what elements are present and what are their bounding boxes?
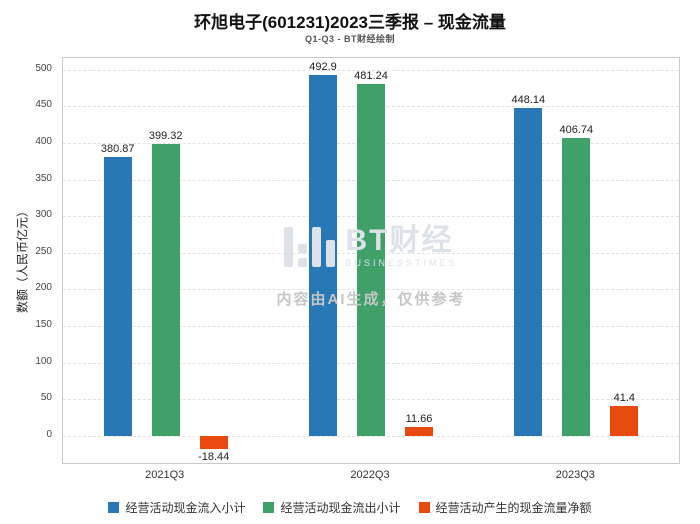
bar-2023Q3-series0 — [514, 107, 543, 436]
y-tick-label: 150 — [35, 319, 52, 330]
bar-value-label: -18.44 — [198, 451, 230, 464]
legend-label: 经营活动现金流出小计 — [280, 501, 401, 515]
y-tick-label: 250 — [35, 245, 52, 257]
y-tick-label: 200 — [35, 282, 52, 294]
y-tick-label: 500 — [35, 62, 52, 74]
x-tick-label: 2022Q3 — [350, 469, 390, 481]
bar-2021Q3-series1 — [151, 143, 180, 436]
bar-value-label: 481.24 — [354, 69, 388, 82]
y-tick-label: 350 — [35, 172, 52, 184]
bar-2023Q3-series2 — [610, 405, 639, 436]
legend-swatch — [108, 502, 120, 513]
bar-2022Q3-series2 — [405, 427, 433, 436]
y-tick-label: 400 — [35, 136, 52, 147]
y-tick-label: 0 — [46, 428, 52, 440]
legend-item: 经营活动产生的现金流量净额 — [418, 499, 592, 516]
x-axis-tick-labels: 2021Q3 2022Q3 2023Q3 — [62, 464, 678, 482]
x-tick-label: 2021Q3 — [145, 469, 185, 481]
y-tick-label: 300 — [35, 209, 52, 221]
legend-label: 经营活动现金流入小计 — [125, 501, 246, 515]
chart-subtitle: Q1-Q3 - BT财经绘制 — [304, 34, 395, 44]
y-tick-label: 100 — [35, 355, 52, 367]
gridline — [63, 435, 679, 437]
bar-2023Q3-series1 — [562, 138, 591, 436]
legend-swatch — [263, 502, 275, 513]
gridline — [63, 69, 679, 71]
bar-2022Q3-series1 — [357, 83, 385, 436]
y-axis-tick-labels: 0 50 100 150 200 250 300 350 400 450 500 — [0, 57, 56, 462]
legend-item: 经营活动现金流入小计 — [108, 499, 245, 516]
bar-value-label: 448.14 — [511, 93, 546, 106]
y-tick-label: 450 — [35, 99, 52, 111]
bar-2021Q3-series0 — [103, 157, 132, 436]
legend-label: 经营活动产生的现金流量净额 — [435, 501, 592, 515]
bar-value-label: 41.4 — [613, 391, 635, 404]
legend: 经营活动现金流入小计 经营活动现金流出小计 经营活动产生的现金流量净额 — [0, 499, 700, 516]
x-tick-label: 2023Q3 — [555, 469, 595, 481]
legend-swatch — [418, 502, 430, 513]
bar-value-label: 380.87 — [100, 143, 135, 155]
bar-value-label: 11.66 — [405, 413, 433, 426]
chart-title: 环旭电子(601231)2023三季报 – 现金流量 — [194, 13, 506, 32]
bar-value-label: 399.32 — [148, 129, 183, 142]
legend-item: 经营活动现金流出小计 — [263, 499, 401, 516]
bar-value-label: 406.74 — [559, 124, 594, 136]
bar-2022Q3-series0 — [309, 74, 337, 436]
bar-value-label: 492.9 — [309, 60, 337, 73]
y-tick-label: 50 — [40, 392, 52, 404]
plot-area: 380.87 399.32 -18.44 492.9 481.24 11.66 448.14… — [62, 57, 680, 464]
bar-2021Q3-series2 — [199, 435, 228, 450]
